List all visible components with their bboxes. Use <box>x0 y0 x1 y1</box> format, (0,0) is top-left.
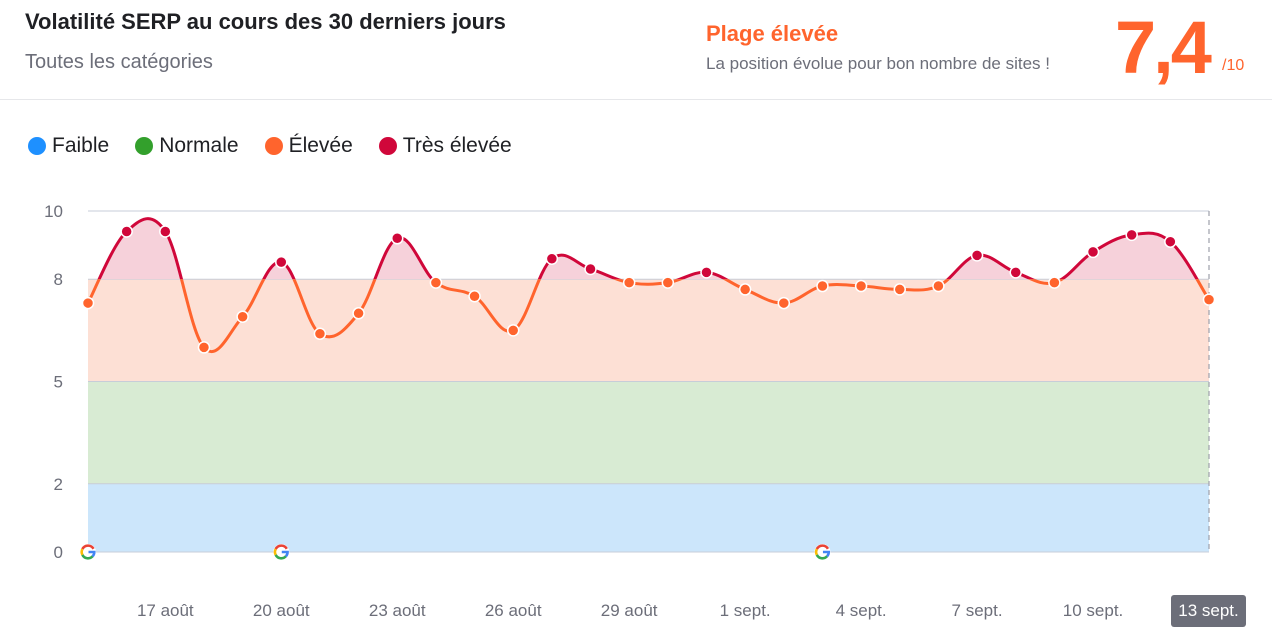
y-tick-label: 0 <box>54 543 63 562</box>
x-tick-label: 7 sept. <box>952 601 1003 620</box>
google-icon <box>273 544 290 560</box>
band-2 <box>88 279 1209 382</box>
band-1 <box>88 381 1209 484</box>
data-point <box>1125 228 1138 242</box>
x-tick-label: 4 sept. <box>836 601 887 620</box>
data-point <box>313 327 327 341</box>
data-point <box>584 262 597 276</box>
data-point <box>545 252 559 265</box>
data-point <box>1009 266 1022 279</box>
data-point <box>738 283 752 296</box>
x-tick-label: 26 août <box>485 601 542 620</box>
band-0 <box>88 483 1209 552</box>
data-point <box>81 296 95 310</box>
data-point <box>159 225 172 238</box>
data-point <box>275 255 288 269</box>
data-point <box>468 290 481 303</box>
volatility-score: 7,4 <box>1115 6 1212 89</box>
legend-item-faible[interactable]: Faible <box>28 134 109 158</box>
data-point <box>120 225 133 238</box>
y-tick-label: 5 <box>54 373 63 392</box>
google-icon <box>814 544 831 560</box>
data-point <box>1164 235 1177 248</box>
x-tick-label: 1 sept. <box>720 601 771 620</box>
legend-dot-icon <box>264 137 283 155</box>
data-point <box>390 232 404 245</box>
data-point <box>970 249 984 262</box>
data-point <box>236 310 249 323</box>
legend-item-elevee[interactable]: Élevée <box>264 134 353 158</box>
range-label: Plage élevée <box>706 21 839 46</box>
x-tick-label: 20 août <box>253 601 310 620</box>
legend-label: Élevée <box>288 134 353 157</box>
data-point <box>197 341 211 354</box>
y-tick-label: 2 <box>54 475 63 494</box>
x-axis: 17 août 20 août 23 août 26 août 29 août 1 sep… <box>137 601 1123 620</box>
data-point <box>1202 293 1216 306</box>
legend-dot-icon <box>28 137 46 155</box>
y-tick-label: 10 <box>44 202 63 221</box>
data-point <box>777 296 791 310</box>
range-description: La position évolue pour bon nombre de si… <box>706 54 1051 73</box>
data-point <box>622 276 636 289</box>
data-point <box>816 279 829 293</box>
x-tick-label: 17 août <box>137 601 194 620</box>
x-tick-label: 23 août <box>369 601 426 620</box>
y-axis: 0 2 5 8 10 <box>44 202 63 562</box>
legend: Faible Normale Élevée Très élevée <box>28 134 512 158</box>
data-point <box>661 276 675 289</box>
chart-title: Volatilité SERP au cours des 30 derniers… <box>25 9 506 34</box>
highlighted-date-badge: 13 sept. <box>1171 595 1246 627</box>
legend-label: Faible <box>52 134 110 157</box>
data-point <box>506 324 520 337</box>
data-point <box>429 276 443 289</box>
legend-dot-icon <box>135 137 154 155</box>
google-icon <box>80 544 96 560</box>
data-point <box>700 266 713 279</box>
data-point <box>1086 245 1100 259</box>
x-tick-label: 10 sept. <box>1063 601 1124 620</box>
area-tres-elevee <box>99 218 1198 280</box>
header: Volatilité SERP au cours des 30 derniers… <box>0 0 1272 100</box>
data-point <box>932 279 945 293</box>
line-area <box>99 218 1198 280</box>
legend-dot-icon <box>378 137 397 155</box>
x-tick-label: 29 août <box>601 601 658 620</box>
legend-item-normale[interactable]: Normale <box>135 134 239 158</box>
range-bands <box>88 279 1209 552</box>
legend-label: Très élevée <box>402 134 512 157</box>
data-point <box>352 307 365 320</box>
data-point <box>893 283 907 296</box>
google-update-markers <box>80 544 831 560</box>
category-selector[interactable]: Toutes les catégories <box>25 51 213 73</box>
score-max: /10 <box>1222 57 1245 74</box>
data-points <box>81 225 1216 354</box>
data-point <box>1048 276 1061 289</box>
legend-item-tres-elevee[interactable]: Très élevée <box>378 134 512 158</box>
y-tick-label: 8 <box>54 270 63 289</box>
data-point <box>854 279 868 293</box>
line-segment-elevee <box>86 279 1211 353</box>
legend-label: Normale <box>159 134 239 157</box>
